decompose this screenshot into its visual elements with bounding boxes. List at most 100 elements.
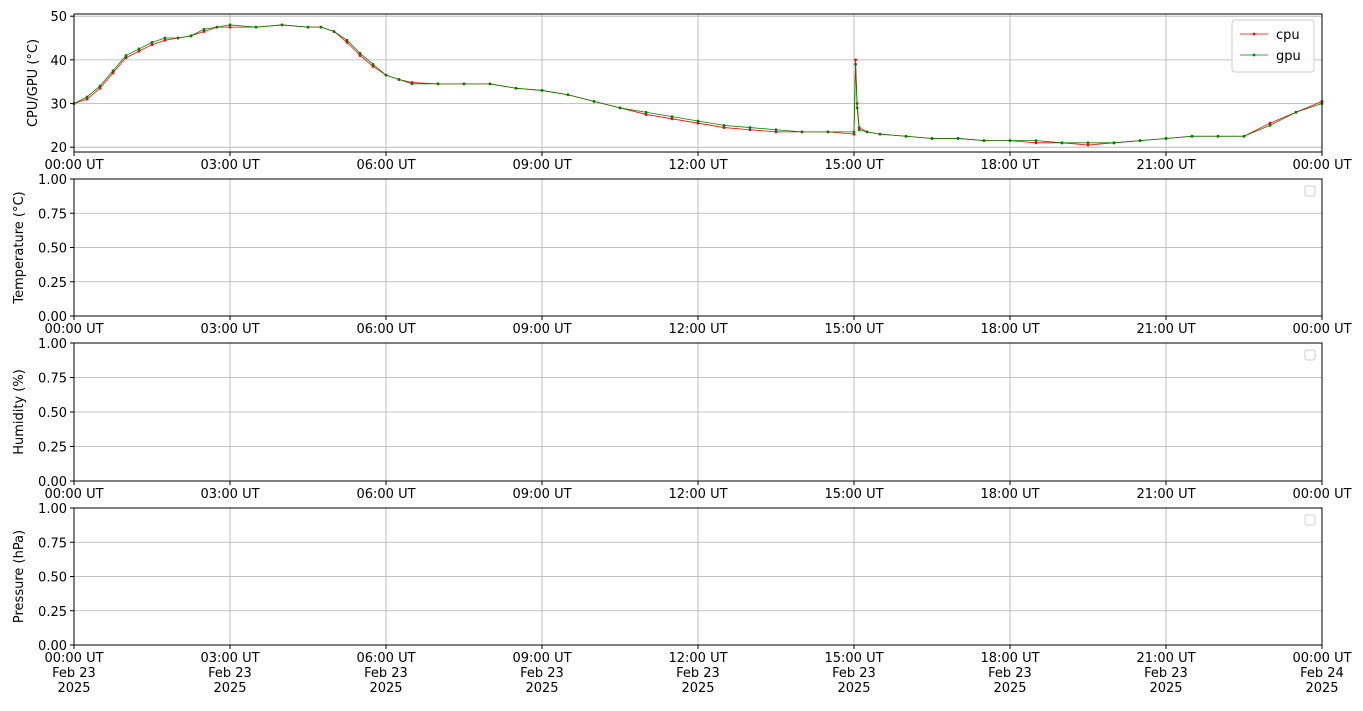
tick-label-line: 00:00 UT [44, 651, 103, 666]
series-marker [748, 128, 752, 132]
tick-label-line: 2025 [681, 681, 714, 696]
series-marker [436, 82, 440, 86]
x-tick-label: 18:00 UT [980, 487, 1039, 502]
y-tick-label: 0.75 [38, 372, 67, 387]
legend-label: gpu [1276, 49, 1301, 64]
x-tick-label: 15:00 UT Feb 23 2025 [824, 651, 883, 696]
series-marker [150, 40, 154, 44]
x-tick-label: 12:00 UT [668, 487, 727, 502]
series-marker [410, 82, 414, 86]
series-marker [854, 62, 857, 66]
axes-frame [73, 178, 1323, 317]
x-tick-label: 21:00 UT [1136, 322, 1195, 337]
tick-label-line: 2025 [1149, 681, 1182, 696]
x-tick-label: 09:00 UT [512, 322, 571, 337]
tick-label-line: 12:00 UT [668, 651, 727, 666]
series-marker [202, 30, 206, 33]
y-axis-label: Pressure (hPa) [12, 530, 27, 623]
series-marker [1086, 143, 1090, 147]
series-marker [592, 99, 596, 103]
series-marker [124, 56, 128, 60]
x-tick-label: 15:00 UT [824, 158, 883, 173]
x-tick-label: 06:00 UT [356, 158, 415, 173]
series-marker [384, 73, 388, 77]
panel: 00:00 UT 03:00 UT 06:00 UT 09:00 UT 12:00 UT… [12, 337, 1352, 502]
series-marker [345, 38, 349, 42]
x-tick-label: 18:00 UT [980, 158, 1039, 173]
x-tick-label: 15:00 UT [824, 487, 883, 502]
series-marker [1086, 141, 1090, 145]
x-tick-label: 03:00 UT [200, 158, 259, 173]
axes-frame [73, 13, 1323, 153]
series-marker [540, 89, 544, 92]
x-tick-label: 00:00 UT Feb 24 2025 [1292, 651, 1351, 696]
y-tick-label: 40 [50, 54, 67, 69]
legend-box [1304, 514, 1316, 526]
y-tick-label: 1.00 [38, 173, 67, 188]
legend-label: cpu [1276, 28, 1300, 43]
series-marker [644, 113, 648, 116]
axes-frame [73, 342, 1323, 482]
series-marker [956, 137, 960, 140]
series-marker [228, 23, 232, 27]
series-marker [345, 40, 349, 44]
axes-frame [73, 507, 1323, 646]
series-marker [1112, 141, 1116, 145]
tick-label-line: 2025 [1305, 681, 1338, 696]
tick-label-line: 2025 [57, 681, 90, 696]
series-marker [670, 117, 674, 121]
x-tick-label: 21:00 UT [1136, 158, 1195, 173]
series-marker [774, 128, 778, 132]
series-marker [319, 25, 323, 29]
x-tick-label: 12:00 UT [668, 322, 727, 337]
series-marker [111, 69, 115, 73]
x-tick-label: 00:00 UT [1292, 487, 1351, 502]
series-marker [852, 132, 856, 136]
panel: 00:00 UT 03:00 UT 06:00 UT 09:00 UT 12:00 UT… [12, 173, 1352, 337]
x-tick-label: 06:00 UT Feb 23 2025 [356, 651, 415, 696]
series-marker [1190, 134, 1194, 138]
series-marker [150, 43, 154, 46]
series-marker [696, 119, 700, 123]
series-marker [332, 30, 336, 33]
y-tick-label: 50 [50, 10, 67, 25]
tick-label-line: 2025 [837, 681, 870, 696]
legend-marker [1252, 53, 1256, 57]
tick-label-line: Feb 23 [208, 666, 252, 681]
tick-label-line: 15:00 UT [824, 651, 883, 666]
x-tick-label: 21:00 UT [1136, 487, 1195, 502]
series-marker [163, 38, 167, 42]
x-tick-label: 09:00 UT [512, 158, 571, 173]
series-marker [1060, 141, 1064, 145]
x-tick-label: 03:00 UT [200, 487, 259, 502]
y-tick-label: 0.75 [38, 536, 67, 551]
series-marker [215, 25, 219, 29]
series-marker [358, 54, 362, 57]
series-marker [857, 128, 861, 132]
y-tick-label: 0.00 [38, 639, 67, 654]
y-tick-label: 1.00 [38, 337, 67, 352]
legend-box [1231, 19, 1315, 73]
series-marker [189, 34, 193, 38]
legend-marker [1252, 32, 1256, 36]
series-marker [98, 84, 102, 88]
tick-label-line: 2025 [369, 681, 402, 696]
series-marker [1268, 121, 1272, 125]
series-marker [111, 71, 115, 75]
series-marker [202, 27, 206, 31]
x-tick-label: 00:00 UT [44, 487, 103, 502]
series-marker [854, 58, 857, 62]
y-tick-label: 20 [50, 141, 67, 156]
series-marker [137, 49, 141, 53]
x-tick-label: 06:00 UT [356, 487, 415, 502]
x-tick-label: 18:00 UT [980, 322, 1039, 337]
y-tick-label: 30 [50, 98, 67, 113]
tick-label-line: 09:00 UT [512, 651, 571, 666]
x-tick-label: 12:00 UT Feb 23 2025 [668, 651, 727, 696]
series-marker [85, 95, 89, 99]
series-marker [800, 130, 804, 134]
series-marker [748, 126, 752, 129]
y-tick-label: 0.25 [38, 276, 67, 291]
